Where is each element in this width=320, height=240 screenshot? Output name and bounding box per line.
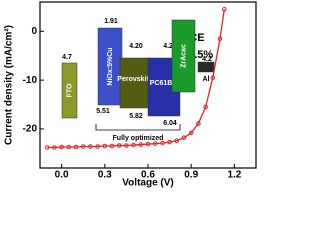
point	[196, 121, 201, 126]
point	[203, 104, 208, 110]
x-tick-label: 0.6	[141, 170, 155, 181]
energy-diagram: FTO 4.7 NiOx:5%Cu 1.91 5.51 Perovskite 4.20 5.8…	[61, 18, 215, 142]
level-label: 4.2	[202, 56, 212, 63]
point	[116, 143, 122, 148]
point	[88, 144, 93, 149]
point	[152, 141, 158, 146]
x-axis-label: Voltage (V)	[122, 178, 173, 189]
point	[210, 75, 216, 80]
y-axis-label: Current density (mA/cm²)	[4, 25, 15, 145]
point	[109, 143, 115, 149]
y-tick-label: -10	[23, 75, 38, 86]
point	[222, 7, 227, 12]
point	[217, 36, 223, 41]
level-label: 5.51	[96, 108, 110, 115]
layer-label: NiOx:5%Cu	[107, 47, 114, 85]
x-tick-label: 0.3	[98, 170, 112, 181]
point	[52, 145, 57, 150]
level-label: 4.20	[129, 43, 143, 50]
point	[124, 143, 129, 148]
y-tick-label: -20	[23, 124, 38, 135]
layer-box	[197, 61, 215, 73]
point	[145, 141, 151, 147]
point	[131, 142, 136, 148]
layer-label: FTO	[66, 83, 73, 97]
point	[66, 144, 72, 150]
level-label: 6.04	[163, 120, 177, 127]
point	[59, 144, 64, 150]
layer-label: Perovskite	[117, 76, 153, 83]
point	[174, 138, 180, 143]
chart: Voltage (V) Current density (mA/cm²) PCE…	[4, 1, 257, 189]
layer-box	[97, 27, 123, 106]
level-label: 4.20	[163, 43, 177, 50]
point	[181, 135, 187, 141]
layer-box	[171, 19, 196, 93]
point	[188, 130, 194, 136]
point	[102, 143, 108, 149]
layer-box	[61, 62, 78, 119]
x-tick-label: 0.0	[55, 170, 69, 181]
point	[44, 145, 50, 150]
point	[160, 140, 165, 146]
layer-label: PC61BM	[150, 80, 179, 87]
level-label: 5.82	[129, 113, 143, 120]
point	[138, 142, 144, 147]
layer-label: Al	[203, 76, 210, 83]
point	[80, 144, 86, 149]
x-tick-label: 0.9	[184, 170, 198, 181]
point	[73, 144, 79, 150]
level-label: 1.91	[104, 18, 118, 25]
inset-caption: Fully optimized	[113, 135, 164, 142]
y-tick-label: 0	[31, 26, 37, 37]
x-tick-label: 1.2	[227, 170, 241, 181]
bracket	[95, 124, 181, 131]
level-label: 4.7	[62, 54, 72, 61]
point	[167, 139, 172, 145]
layer-box	[119, 57, 151, 109]
point	[95, 144, 100, 149]
layer-label: ZrAcac	[180, 44, 187, 68]
